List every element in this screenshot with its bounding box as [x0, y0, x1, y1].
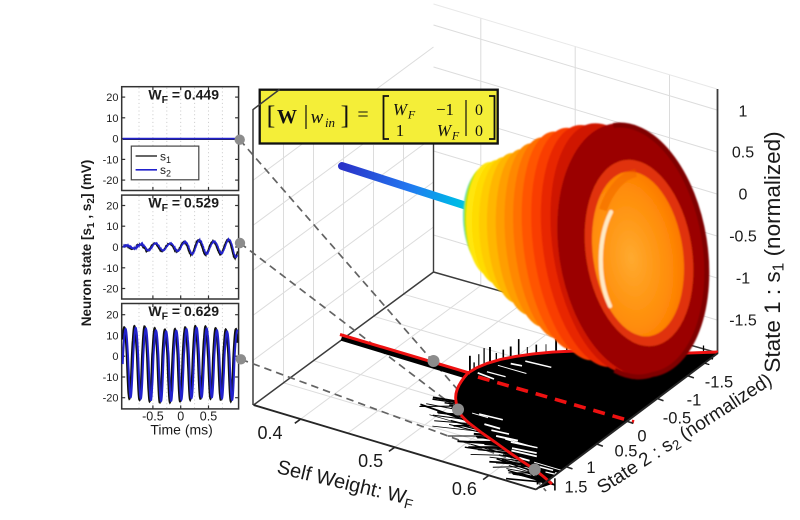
svg-text:-0.5: -0.5: [663, 410, 691, 428]
svg-text:F: F: [407, 108, 416, 122]
svg-text:0: 0: [177, 410, 184, 424]
svg-text:W: W: [437, 121, 453, 140]
svg-text:[: [: [267, 101, 276, 130]
svg-text:-1: -1: [736, 271, 750, 288]
svg-text:0.5: 0.5: [200, 410, 217, 424]
svg-text:0: 0: [112, 351, 118, 363]
svg-text:10: 10: [106, 221, 118, 233]
svg-text:0: 0: [112, 242, 118, 254]
svg-text:-10: -10: [103, 372, 119, 384]
svg-text:State 1 : s1 (normalized): State 1 : s1 (normalized): [760, 131, 788, 372]
svg-text:WF = 0.629: WF = 0.629: [148, 303, 219, 323]
svg-text:w: w: [311, 107, 324, 128]
svg-text:20: 20: [106, 201, 118, 213]
svg-text:1: 1: [586, 459, 595, 477]
svg-text:W: W: [393, 100, 409, 119]
svg-text:-1: -1: [687, 392, 702, 410]
svg-text:in: in: [325, 115, 335, 130]
svg-text:WF = 0.529: WF = 0.529: [148, 195, 219, 215]
svg-text:−1: −1: [436, 100, 454, 119]
svg-text:0: 0: [739, 187, 748, 204]
svg-text:s2: s2: [160, 163, 171, 179]
svg-text:W: W: [277, 106, 297, 128]
svg-text:0.6: 0.6: [452, 479, 477, 499]
svg-text:-10: -10: [103, 154, 119, 166]
svg-text:0: 0: [475, 102, 483, 119]
svg-text:10: 10: [106, 113, 118, 125]
svg-text:Neuron state [s1 , s2] (mV): Neuron state [s1 , s2] (mV): [79, 160, 97, 326]
svg-text:0.5: 0.5: [732, 145, 754, 162]
svg-text:-20: -20: [103, 284, 119, 296]
svg-text:-1.5: -1.5: [729, 313, 757, 330]
svg-text:10: 10: [106, 330, 118, 342]
svg-text:20: 20: [106, 92, 118, 104]
svg-text:1: 1: [739, 104, 748, 121]
svg-text:WF = 0.449: WF = 0.449: [148, 86, 219, 106]
svg-text:-1.5: -1.5: [705, 374, 733, 392]
svg-text:1: 1: [396, 121, 405, 140]
svg-text:=: =: [357, 104, 368, 126]
svg-text:-10: -10: [103, 263, 119, 275]
svg-text:0.4: 0.4: [257, 423, 282, 443]
svg-text:s1: s1: [160, 149, 171, 165]
svg-text:-20: -20: [103, 393, 119, 405]
svg-text:0: 0: [112, 134, 118, 146]
svg-text:Time (ms): Time (ms): [150, 422, 212, 438]
svg-text:Self Weight: WF: Self Weight: WF: [274, 456, 416, 512]
svg-text:0: 0: [475, 123, 483, 140]
svg-text:]: ]: [341, 101, 350, 130]
svg-text:-20: -20: [103, 175, 119, 187]
svg-text:1.5: 1.5: [565, 479, 588, 497]
svg-text:F: F: [451, 129, 460, 143]
svg-text:-0.5: -0.5: [142, 410, 164, 424]
svg-text:-0.5: -0.5: [729, 229, 757, 246]
svg-text:0.5: 0.5: [615, 443, 638, 461]
svg-text:0.5: 0.5: [358, 451, 383, 471]
svg-text:20: 20: [106, 310, 118, 322]
svg-text:0: 0: [637, 428, 646, 446]
